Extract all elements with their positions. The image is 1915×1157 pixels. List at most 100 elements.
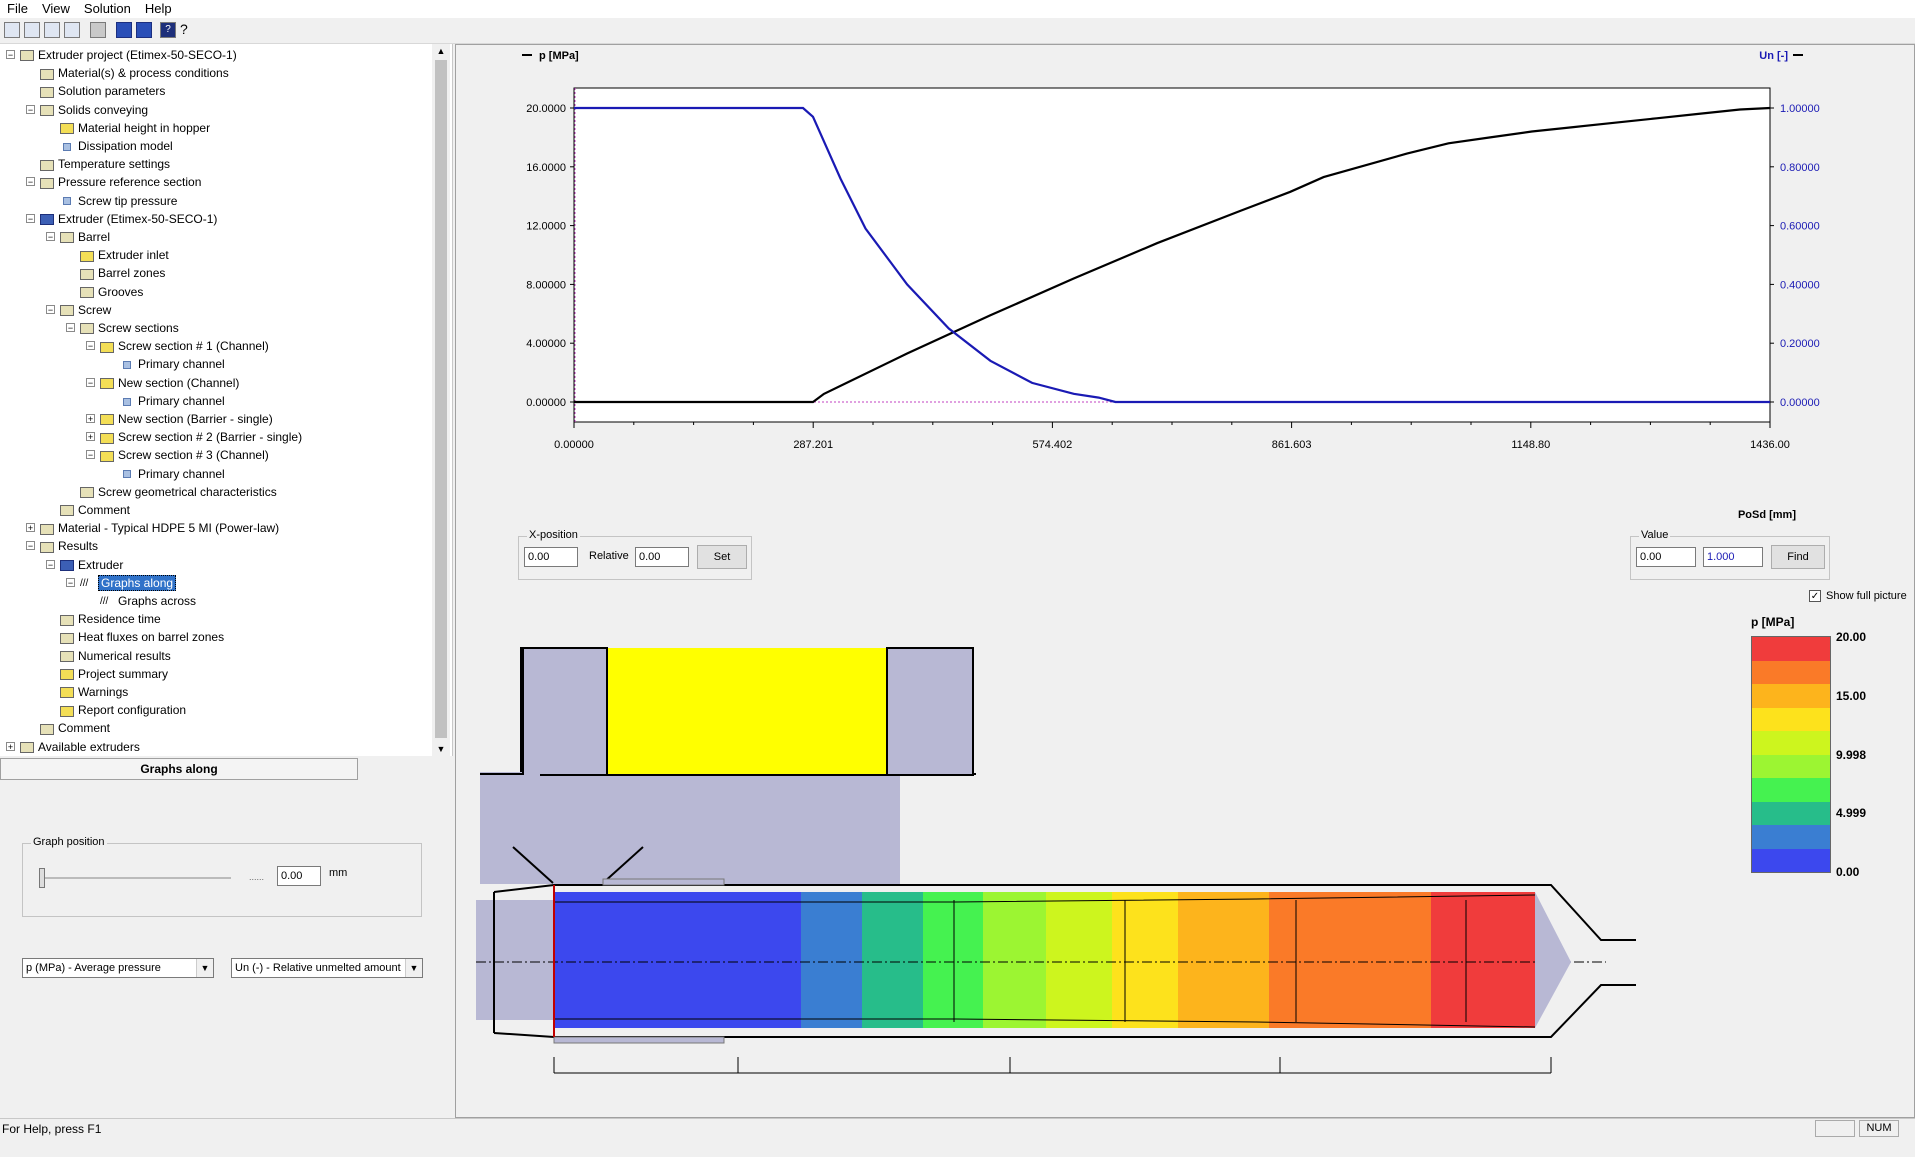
tree-item-label: Screw section # 2 (Barrier - single) bbox=[118, 430, 303, 445]
tree-item[interactable]: Available extruders bbox=[20, 738, 140, 756]
tree-item[interactable]: New section (Barrier - single) bbox=[100, 410, 273, 428]
relative-input[interactable]: 0.00 bbox=[635, 547, 689, 567]
tree-item[interactable]: Numerical results bbox=[60, 647, 171, 665]
legend-color-band bbox=[1752, 778, 1830, 802]
collapse-icon[interactable]: − bbox=[46, 559, 55, 570]
set-button[interactable]: Set bbox=[697, 545, 747, 569]
value-input[interactable]: 0.00 bbox=[1636, 547, 1696, 567]
tree-item[interactable]: Temperature settings bbox=[40, 155, 170, 173]
save-all-icon[interactable] bbox=[44, 22, 60, 38]
expand-icon[interactable]: + bbox=[86, 414, 95, 424]
collapse-icon[interactable]: − bbox=[66, 323, 75, 333]
tree-item[interactable]: Barrel zones bbox=[80, 264, 165, 282]
left-quantity-dropdown[interactable]: p (MPa) - Average pressure ▼ bbox=[22, 958, 214, 978]
x-position-input[interactable]: 0.00 bbox=[524, 547, 578, 567]
tree-item[interactable]: Dissipation model bbox=[60, 137, 173, 155]
collapse-icon[interactable]: − bbox=[66, 577, 75, 588]
tree-item[interactable]: Grooves bbox=[80, 283, 143, 301]
tree-item[interactable]: Solution parameters bbox=[40, 82, 165, 100]
tree-item[interactable]: Material - Typical HDPE 5 MI (Power-law) bbox=[40, 519, 279, 537]
collapse-icon[interactable]: − bbox=[46, 232, 55, 242]
tree-item-label: Pressure reference section bbox=[58, 175, 202, 190]
tree-item[interactable]: Screw tip pressure bbox=[60, 192, 177, 210]
tree-item-label: New section (Barrier - single) bbox=[118, 412, 273, 426]
legend-tick-label: 20.00 bbox=[1836, 630, 1867, 644]
tree-item[interactable]: Barrel bbox=[60, 228, 110, 246]
legend-color-band bbox=[1752, 825, 1830, 849]
tree-item[interactable]: Solids conveying bbox=[40, 101, 148, 119]
tree-item[interactable]: New section (Channel) bbox=[100, 374, 239, 392]
tree-item[interactable]: Screw geometrical characteristics bbox=[80, 483, 277, 501]
tree-item[interactable]: Pressure reference section bbox=[40, 173, 201, 191]
menu-file[interactable]: File bbox=[7, 1, 28, 16]
collapse-icon[interactable]: − bbox=[6, 50, 15, 60]
scroll-up-icon[interactable]: ▲ bbox=[436, 46, 446, 56]
show-full-picture-checkbox[interactable]: ✓ bbox=[1809, 590, 1821, 602]
tree-item[interactable]: Project summary bbox=[60, 665, 168, 683]
collapse-icon[interactable]: − bbox=[86, 377, 95, 388]
chevron-down-icon[interactable]: ▼ bbox=[196, 959, 213, 977]
menu-help[interactable]: Help bbox=[144, 1, 172, 16]
scroll-thumb[interactable] bbox=[435, 60, 447, 738]
collapse-icon[interactable]: − bbox=[26, 177, 35, 188]
tree-item[interactable]: Extruder bbox=[60, 556, 123, 574]
menu-solution[interactable]: Solution bbox=[83, 1, 131, 16]
tree-item[interactable]: Screw section # 3 (Channel) bbox=[100, 446, 269, 464]
tree-item[interactable]: /// Graphs along bbox=[80, 574, 177, 592]
folder-icon bbox=[20, 741, 34, 753]
tree-item[interactable]: Report configuration bbox=[60, 701, 186, 719]
graph-position-input[interactable]: 0.00 bbox=[277, 866, 321, 886]
run-icon[interactable] bbox=[90, 22, 106, 38]
tree-item[interactable]: /// Graphs across bbox=[100, 592, 196, 610]
tree-item[interactable]: Primary channel bbox=[120, 392, 225, 410]
menu-view[interactable]: View bbox=[41, 1, 70, 16]
collapse-icon[interactable]: − bbox=[26, 213, 35, 224]
tree-item[interactable]: Warnings bbox=[60, 683, 128, 701]
tree-item[interactable]: Screw sections bbox=[80, 319, 179, 337]
tree-item[interactable]: Primary channel bbox=[120, 355, 225, 373]
expand-icon[interactable]: + bbox=[86, 432, 95, 443]
tree-item[interactable]: Residence time bbox=[60, 610, 161, 628]
tree-item[interactable]: Primary channel bbox=[120, 465, 225, 483]
tree-item-label: Solution parameters bbox=[58, 84, 166, 99]
tree-item[interactable]: Screw bbox=[60, 301, 111, 319]
tree-item[interactable]: Screw section # 2 (Barrier - single) bbox=[100, 428, 302, 446]
find-button[interactable]: Find bbox=[1771, 545, 1825, 569]
save-as-icon[interactable] bbox=[64, 22, 80, 38]
chevron-down-icon[interactable]: ▼ bbox=[405, 959, 422, 977]
x-tick-label: 0.00000 bbox=[554, 439, 594, 451]
graph-along-chart[interactable]: p [MPa] Un [-] 0.00000 4.00000 8.00000 12.0… bbox=[456, 45, 1914, 545]
value-input-2[interactable]: 1.000 bbox=[1703, 547, 1763, 567]
status-num: NUM bbox=[1859, 1120, 1899, 1137]
save-icon[interactable] bbox=[24, 22, 40, 38]
chart-icon[interactable] bbox=[136, 22, 152, 38]
new-file-icon[interactable] bbox=[4, 22, 20, 38]
collapse-icon[interactable]: − bbox=[86, 450, 95, 461]
expand-icon[interactable]: + bbox=[6, 741, 15, 752]
tree-item[interactable]: Comment bbox=[60, 501, 130, 519]
project-tree[interactable]: − Extruder project (Etimex-50-SECO-1) Mate… bbox=[0, 44, 453, 756]
edit-icon[interactable] bbox=[116, 22, 132, 38]
right-quantity-dropdown[interactable]: Un (-) - Relative unmelted amount ▼ bbox=[231, 958, 423, 978]
collapse-icon[interactable]: − bbox=[46, 304, 55, 315]
graph-position-slider[interactable] bbox=[39, 868, 45, 888]
collapse-icon[interactable]: − bbox=[86, 341, 95, 352]
tree-item[interactable]: Heat fluxes on barrel zones bbox=[60, 628, 224, 646]
tree-item[interactable]: Extruder (Etimex-50-SECO-1) bbox=[40, 210, 217, 228]
folder-icon bbox=[40, 159, 54, 171]
tree-item[interactable]: Extruder project (Etimex-50-SECO-1) bbox=[20, 46, 237, 64]
scroll-down-icon[interactable]: ▼ bbox=[436, 744, 446, 754]
expand-icon[interactable]: + bbox=[26, 523, 35, 534]
context-help-icon[interactable]: ? bbox=[180, 21, 188, 37]
tree-item[interactable]: Results bbox=[40, 537, 98, 555]
tree-item[interactable]: Screw section # 1 (Channel) bbox=[100, 337, 269, 355]
collapse-icon[interactable]: − bbox=[26, 104, 35, 115]
tree-item[interactable]: Comment bbox=[40, 719, 110, 737]
help-icon[interactable]: ? bbox=[160, 22, 176, 38]
collapse-icon[interactable]: − bbox=[26, 541, 35, 552]
tree-item[interactable]: Extruder inlet bbox=[80, 246, 169, 264]
tree-item[interactable]: Material height in hopper bbox=[60, 119, 210, 137]
tree-item[interactable]: Material(s) & process conditions bbox=[40, 64, 229, 82]
tree-scrollbar[interactable]: ▲ ▼ bbox=[432, 44, 450, 756]
pressure-zone bbox=[1431, 892, 1535, 1028]
